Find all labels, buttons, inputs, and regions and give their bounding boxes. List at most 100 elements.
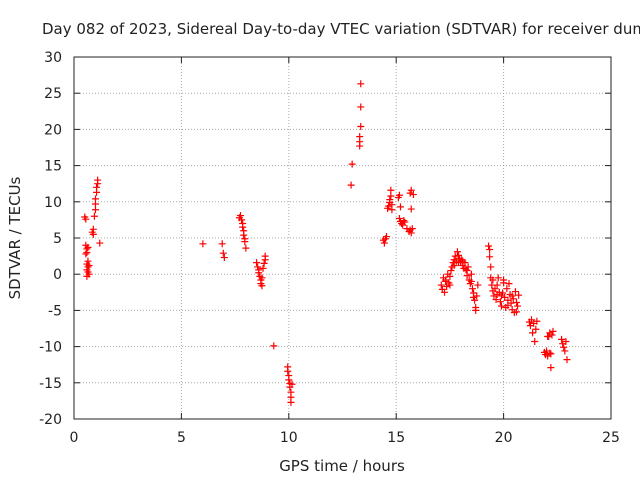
data-point-marker xyxy=(356,133,364,141)
data-point-marker xyxy=(82,250,90,258)
data-point-marker xyxy=(395,191,403,199)
data-point-marker xyxy=(82,215,90,223)
data-point-marker xyxy=(446,272,454,280)
data-point-marker xyxy=(558,335,566,343)
data-point-marker xyxy=(441,288,449,296)
data-point-marker xyxy=(242,244,250,252)
data-point-marker xyxy=(91,195,99,203)
data-point-marker xyxy=(288,380,296,388)
data-point-marker xyxy=(473,292,481,300)
x-tick-label: 25 xyxy=(602,430,620,446)
y-tick-label: 15 xyxy=(44,159,62,175)
data-point-marker xyxy=(287,398,295,406)
data-point-marker xyxy=(85,262,93,270)
data-point-marker xyxy=(89,225,97,233)
data-point-marker xyxy=(255,269,263,277)
chart-title: Day 082 of 2023, Sidereal Day-to-day VTE… xyxy=(42,20,640,38)
data-point-marker xyxy=(386,196,394,204)
data-point-marker xyxy=(259,264,267,272)
data-point-marker xyxy=(388,206,396,214)
data-point-marker xyxy=(562,338,570,346)
x-tick-label: 5 xyxy=(177,430,186,446)
x-tick-label: 20 xyxy=(495,430,513,446)
y-tick-label: 10 xyxy=(44,195,62,211)
data-point-marker xyxy=(490,292,498,300)
data-point-marker xyxy=(503,285,511,293)
x-axis-label: GPS time / hours xyxy=(279,457,405,475)
data-point-marker xyxy=(467,270,475,278)
y-tick-label: 30 xyxy=(44,50,62,66)
x-tick-label: 10 xyxy=(280,430,298,446)
data-point-marker xyxy=(533,317,541,325)
data-point-marker xyxy=(459,257,467,265)
data-point-marker xyxy=(464,263,472,271)
data-point-marker xyxy=(408,225,416,233)
data-point-marker xyxy=(496,298,504,306)
y-tick-label: 0 xyxy=(53,267,62,283)
data-point-marker xyxy=(443,283,451,291)
data-point-marker xyxy=(219,249,227,257)
data-point-marker xyxy=(528,316,536,324)
data-point-marker xyxy=(450,262,458,270)
data-point-marker xyxy=(407,205,415,213)
data-point-marker xyxy=(547,364,555,372)
data-point-marker xyxy=(357,103,365,111)
data-point-marker xyxy=(504,301,512,309)
data-point-marker xyxy=(401,218,409,226)
data-point-marker xyxy=(472,306,480,314)
data-point-marker xyxy=(238,216,246,224)
data-point-marker xyxy=(497,302,505,310)
data-point-marker xyxy=(446,281,454,289)
data-point-marker xyxy=(529,329,537,337)
data-point-marker xyxy=(493,290,501,298)
data-point-marker xyxy=(383,233,391,241)
data-point-marker xyxy=(454,259,462,267)
x-tick-label: 0 xyxy=(70,430,79,446)
data-point-marker xyxy=(90,212,98,220)
data-point-marker xyxy=(493,281,501,289)
data-point-marker xyxy=(387,186,395,194)
data-point-marker xyxy=(285,376,293,384)
data-point-marker xyxy=(486,253,494,261)
data-point-marker xyxy=(560,343,568,351)
data-point-marker xyxy=(485,242,493,250)
data-point-marker xyxy=(497,292,505,300)
data-point-marker xyxy=(241,238,249,246)
y-tick-label: 25 xyxy=(44,86,62,102)
data-point-marker xyxy=(487,263,495,271)
data-point-marker xyxy=(253,259,261,267)
data-point-marker xyxy=(547,350,555,358)
data-point-marker xyxy=(447,267,455,275)
data-point-marker xyxy=(407,186,415,194)
data-point-marker xyxy=(83,248,91,256)
data-point-marker xyxy=(468,285,476,293)
data-point-marker xyxy=(491,285,499,293)
data-point-marker xyxy=(258,282,266,290)
data-point-marker xyxy=(474,281,482,289)
data-point-marker xyxy=(220,254,228,262)
data-point-marker xyxy=(492,296,500,304)
data-point-marker xyxy=(494,274,502,282)
data-point-marker xyxy=(409,191,417,199)
data-point-marker xyxy=(515,291,523,299)
data-point-marker xyxy=(199,240,207,248)
y-tick-label: -15 xyxy=(39,376,62,392)
data-point-marker xyxy=(532,325,540,333)
data-point-marker xyxy=(83,272,91,280)
y-axis-label: SDTVAR / TECUs xyxy=(6,176,24,299)
data-point-marker xyxy=(240,231,248,239)
data-point-marker xyxy=(548,331,556,339)
grid-lines xyxy=(74,57,611,419)
data-point-marker xyxy=(347,181,355,189)
data-point-marker xyxy=(258,274,266,282)
data-point-marker xyxy=(451,252,459,260)
data-point-marker xyxy=(511,288,519,296)
data-point-marker xyxy=(260,259,268,267)
data-point-marker xyxy=(549,327,557,335)
data-point-marker xyxy=(407,229,415,237)
data-point-marker xyxy=(239,223,247,231)
data-point-marker xyxy=(96,239,104,247)
data-point-marker xyxy=(546,349,554,357)
